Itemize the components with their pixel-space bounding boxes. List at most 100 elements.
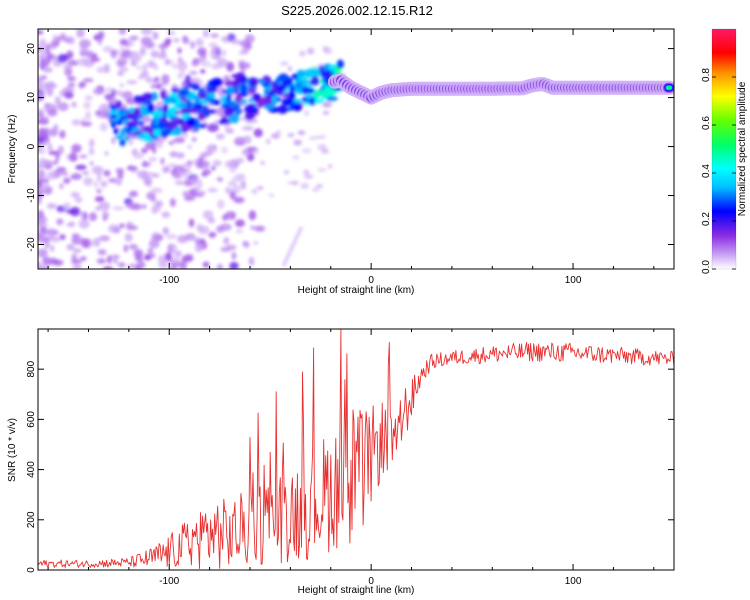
spectrogram-noise-blob xyxy=(166,30,176,36)
spectrogram-noise-blob xyxy=(192,186,201,194)
spectrogram-noise-blob xyxy=(304,109,310,117)
spectrogram-noise-blob xyxy=(194,242,203,253)
spectrogram-noise-blob xyxy=(160,47,166,55)
spectrogram-noise-blob xyxy=(147,172,154,176)
snr-xtick-label: 100 xyxy=(565,576,582,587)
spectrogram-noise-blob xyxy=(38,214,48,225)
spectrogram-noise-blob xyxy=(67,58,73,69)
spectrogram-noise-blob xyxy=(96,66,106,73)
spectrogram-noise-blob xyxy=(268,193,275,197)
spectrogram-noise-blob xyxy=(233,196,245,204)
spectrogram-xtick-label: 0 xyxy=(368,275,374,286)
spectrogram-noise-blob xyxy=(142,115,151,124)
spectrogram-noise-blob xyxy=(327,164,333,169)
spectrogram-noise-blob xyxy=(94,196,105,203)
spectrogram-noise-blob xyxy=(287,132,295,138)
spectrogram-noise-blob xyxy=(96,188,102,194)
spectrogram-ridge-blob xyxy=(133,107,141,117)
spectrogram-noise-blob xyxy=(229,190,237,200)
spectrogram-ridge-blob xyxy=(162,103,169,114)
spectrogram-noise-blob xyxy=(38,108,41,114)
spectrogram-noise-blob xyxy=(46,87,54,97)
spectrogram-noise-blob xyxy=(52,34,59,42)
snr-ytick-label: 600 xyxy=(26,411,37,428)
spectrogram-ridge-blob xyxy=(230,73,243,79)
spectrogram-ridge-blob xyxy=(173,96,181,107)
spectrogram-ridge-blob xyxy=(296,69,307,78)
spectrogram-noise-blob xyxy=(89,160,94,166)
spectrogram-noise-blob xyxy=(46,171,56,181)
spectrogram-noise-blob xyxy=(53,160,59,165)
spectrogram-noise-blob xyxy=(43,116,49,121)
spectrogram-noise-blob xyxy=(172,38,180,43)
spectrogram-ridge-blob xyxy=(137,120,145,127)
spectrogram-ridge-blob xyxy=(277,74,289,81)
spectrogram-noise-blob xyxy=(212,54,222,61)
spectrogram-noise-blob xyxy=(81,170,90,175)
spectrogram-noise-blob xyxy=(217,199,225,209)
spectrogram-noise-blob xyxy=(210,33,219,38)
spectrogram-noise-blob xyxy=(202,29,210,38)
spectrogram-noise-blob xyxy=(67,76,76,82)
spectrogram-noise-blob xyxy=(139,47,146,57)
spectrogram-ridge-blob xyxy=(313,89,322,98)
spectrogram-noise-blob xyxy=(57,53,69,63)
spectrogram-streak-blob xyxy=(282,262,287,267)
snr-ytick-label: 0 xyxy=(26,567,37,573)
spectrogram-noise-blob xyxy=(142,63,148,72)
spectrogram-noise-blob xyxy=(57,102,69,112)
spectrogram-noise-blob xyxy=(92,237,101,247)
spectrogram-ridge-blob xyxy=(109,114,118,120)
spectrogram-ridge-blob xyxy=(132,116,139,122)
spectrogram-ridge-blob xyxy=(281,98,292,106)
spectrogram-noise-blob xyxy=(226,61,234,71)
spectrogram-noise-blob xyxy=(192,77,201,84)
spectrogram-noise-blob xyxy=(38,165,45,170)
spectrogram-ridge-blob xyxy=(271,94,278,104)
spectrogram-noise-blob xyxy=(260,160,266,166)
spectrogram-noise-blob xyxy=(169,151,178,158)
spectrogram-ridge-blob xyxy=(181,113,190,119)
spectrogram-ridge-blob xyxy=(119,128,126,138)
spectrogram-noise-blob xyxy=(40,226,47,232)
spectrogram-noise-blob xyxy=(234,163,239,169)
spectrogram-noise-blob xyxy=(315,183,324,189)
spectrogram-ridge-blob xyxy=(248,77,258,88)
spectrogram-noise-blob xyxy=(224,123,230,130)
spectrogram-noise-blob xyxy=(71,119,81,126)
spectrogram-noise-blob xyxy=(145,76,154,84)
spectrogram-noise-blob xyxy=(68,153,78,162)
spectrogram-noise-blob xyxy=(219,223,232,231)
spectrogram-ridge-blob xyxy=(309,79,317,85)
spectrogram-noise-blob xyxy=(43,256,52,267)
spectrogram-ridge-blob xyxy=(232,79,242,86)
spectrogram-ridge-blob xyxy=(326,96,338,102)
spectrogram-noise-blob xyxy=(140,44,148,49)
spectrogram-streak-blob xyxy=(296,230,301,235)
spectrogram-noise-blob xyxy=(206,150,211,156)
spectrogram-ridge-blob xyxy=(291,73,299,80)
spectrogram-noise-blob xyxy=(317,144,327,151)
spectrogram-ridge-blob xyxy=(169,116,175,121)
spectrogram-noise-blob xyxy=(128,244,139,250)
spectrogram-noise-blob xyxy=(104,150,109,157)
snr-panel: -100 0 100 0 200 400 600 800 Height of straight… xyxy=(7,328,675,596)
spectrogram-noise-blob xyxy=(63,202,71,211)
spectrogram-noise-blob xyxy=(241,126,254,131)
spectrogram-noise-blob xyxy=(177,47,182,54)
spectrogram-noise-blob xyxy=(71,263,82,269)
snr-ytick-label: 200 xyxy=(26,511,37,528)
colorbar-tick-label: 0.8 xyxy=(701,68,712,82)
spectrogram-ridge-blob xyxy=(325,88,337,96)
spectrogram-noise-blob xyxy=(71,259,83,265)
spectrogram-ylabel: Frequency (Hz) xyxy=(7,115,18,184)
spectrogram-noise-blob xyxy=(103,169,111,177)
spectrogram-noise-blob xyxy=(190,41,196,50)
spectrogram-noise-blob xyxy=(154,140,163,149)
spectrogram-noise-blob xyxy=(130,54,142,63)
spectrogram-frame xyxy=(37,28,675,270)
spectrogram-noise-blob xyxy=(59,130,66,139)
spectrogram-noise-blob xyxy=(38,93,46,98)
